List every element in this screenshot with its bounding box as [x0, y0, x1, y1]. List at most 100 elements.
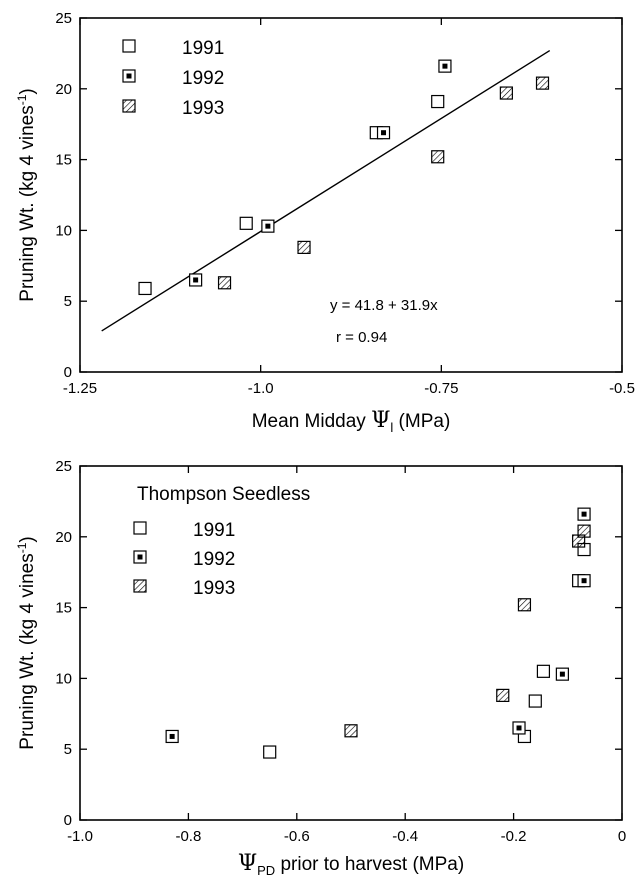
point-1991: [239, 216, 253, 230]
open-square-marker: [536, 664, 551, 678]
point-1991: [138, 281, 152, 296]
legend-label: 1992: [182, 68, 224, 89]
y-tick-labels: 0 5 10 15 20 25: [55, 458, 72, 829]
open-square-marker: [239, 216, 253, 230]
point-1993: [297, 240, 311, 254]
regression-equation: y = 41.8 + 31.9x: [330, 297, 438, 314]
point-1992: [376, 126, 391, 140]
point-1992: [512, 721, 526, 735]
x-tick-labels: -1.25 -1.0 -0.75 -0.5: [63, 380, 635, 397]
legend-title: Thompson Seedless: [137, 484, 310, 505]
marker-dot: [581, 511, 587, 517]
legend-item-1992: 1992: [122, 68, 224, 89]
y-tick-label: 15: [55, 152, 72, 169]
bottom-scatter-panel: -1.0 -0.8 -0.6 -0.4 -0.2 0 0 5 10 15 20 25 Thompso…: [15, 458, 626, 878]
legend-item-1991: 1991: [122, 38, 224, 59]
regression-line: [101, 49, 551, 332]
correlation-label: r = 0.94: [336, 329, 387, 346]
hatched-square-marker: [499, 86, 513, 100]
hatched-square-marker: [577, 524, 591, 538]
tick-marks: [79, 17, 623, 373]
x-tick-label: -1.0: [248, 380, 274, 397]
x-tick-labels: -1.0 -0.8 -0.6 -0.4 -0.2 0: [67, 828, 626, 845]
marker-dot: [265, 223, 271, 229]
point-1993: [577, 524, 591, 538]
plot-frame: [79, 465, 623, 821]
x-tick-label: -1.0: [67, 828, 93, 845]
open-square-marker: [263, 745, 277, 759]
point-1993: [517, 598, 532, 612]
legend: 1991 1992 1993: [122, 38, 224, 119]
y-tick-label: 0: [64, 364, 72, 381]
x-axis-title: Mean Midday Ψl (MPa): [252, 408, 451, 435]
y-tick-label: 25: [55, 458, 72, 475]
x-tick-label: -0.8: [175, 828, 201, 845]
point-1992: [577, 574, 591, 588]
y-tick-label: 25: [55, 10, 72, 27]
plot-frame: [79, 17, 623, 373]
y-tick-label: 15: [55, 600, 72, 617]
marker-dot: [516, 725, 522, 731]
data-points: [138, 59, 550, 296]
hatched-square-marker: [344, 724, 358, 738]
hatched-square-marker: [535, 76, 550, 90]
data-points: [165, 507, 591, 759]
point-1992: [261, 219, 275, 233]
y-axis-title: Pruning Wt. (kg 4 vines-1): [15, 88, 38, 301]
legend-open-square-marker: [122, 39, 136, 53]
top-scatter-panel: -1.25 -1.0 -0.75 -0.5 0 5 10 15 20 25 1991 1992 …: [15, 10, 635, 435]
legend-item-1993: 1993: [133, 578, 235, 599]
x-tick-label: -1.25: [63, 380, 97, 397]
y-tick-label: 0: [64, 812, 72, 829]
point-1993: [431, 150, 445, 164]
y-tick-label: 10: [55, 670, 72, 687]
hatched-square-marker: [496, 688, 510, 702]
open-square-marker: [528, 694, 542, 708]
hatched-square-marker: [517, 598, 532, 612]
marker-dot: [442, 63, 448, 69]
y-tick-label: 20: [55, 529, 72, 546]
legend-label: 1992: [193, 549, 235, 570]
legend-hatched-square-marker: [133, 579, 147, 593]
y-tick-label: 5: [64, 293, 72, 310]
marker-dot: [559, 671, 565, 677]
tick-marks: [79, 465, 623, 821]
hatched-square-marker: [217, 276, 232, 290]
legend-label: 1993: [193, 578, 235, 599]
point-1992: [438, 59, 452, 73]
y-tick-labels: 0 5 10 15 20 25: [55, 10, 72, 381]
y-tick-label: 10: [55, 222, 72, 239]
legend-dot: [137, 554, 143, 560]
marker-dot: [381, 130, 387, 136]
hatched-square-marker: [431, 150, 445, 164]
open-square-marker: [138, 281, 152, 296]
legend-dot: [126, 73, 132, 79]
legend-label: 1993: [182, 98, 224, 119]
point-1993: [535, 76, 550, 90]
legend-item-1993: 1993: [122, 98, 224, 119]
y-axis-title: Pruning Wt. (kg 4 vines-1): [15, 536, 38, 749]
x-axis-title: ΨPD prior to harvest (MPa): [238, 851, 464, 878]
legend-hatched-square-marker: [122, 99, 136, 113]
point-1991: [263, 745, 277, 759]
x-tick-label: 0: [618, 828, 626, 845]
x-tick-label: -0.4: [392, 828, 418, 845]
point-1993: [217, 276, 232, 290]
x-tick-label: -0.2: [501, 828, 527, 845]
legend-label: 1991: [182, 38, 224, 59]
legend-item-1992: 1992: [133, 549, 235, 570]
point-1992: [165, 729, 179, 744]
point-1993: [344, 724, 358, 738]
x-tick-label: -0.5: [609, 380, 635, 397]
hatched-square-marker: [297, 240, 311, 254]
point-1991: [528, 694, 542, 708]
x-tick-label: -0.6: [284, 828, 310, 845]
point-1992: [555, 667, 569, 681]
point-1991: [536, 664, 551, 678]
legend-open-square-marker: [133, 521, 147, 535]
point-1992: [577, 507, 591, 521]
marker-dot: [581, 578, 587, 584]
point-1992: [189, 273, 203, 287]
legend: 1991 1992 1993: [133, 520, 235, 599]
